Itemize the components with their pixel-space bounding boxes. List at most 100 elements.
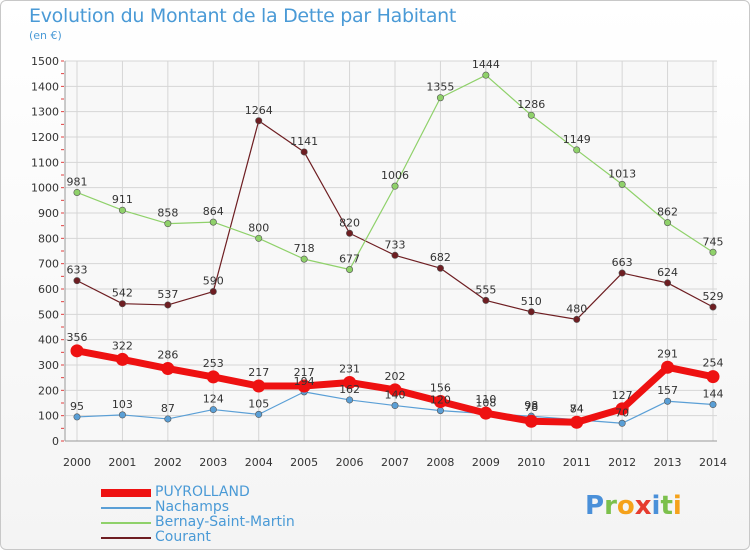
data-point xyxy=(479,406,493,420)
data-label: 120 xyxy=(430,394,451,407)
data-point xyxy=(618,419,626,427)
data-label: 733 xyxy=(385,238,406,251)
data-point xyxy=(706,370,720,384)
data-point xyxy=(482,71,490,79)
data-label: 110 xyxy=(475,393,496,406)
data-point xyxy=(524,414,538,428)
logo-letter: r xyxy=(604,491,617,521)
data-point xyxy=(300,255,308,263)
x-tick-label: 2002 xyxy=(154,456,182,469)
data-label: 84 xyxy=(570,403,584,416)
data-label: 800 xyxy=(248,221,269,234)
data-label: 981 xyxy=(67,175,88,188)
data-label: 356 xyxy=(67,331,88,344)
proxiti-logo: Proxiti xyxy=(585,491,682,521)
data-point xyxy=(664,397,672,405)
data-label: 194 xyxy=(294,375,315,388)
data-label: 124 xyxy=(203,393,224,406)
data-point xyxy=(618,180,626,188)
legend: PUYROLLAND Nachamps Bernay-Saint-Martin Cou… xyxy=(101,484,361,545)
data-label: 911 xyxy=(112,193,133,206)
legend-item: Nachamps xyxy=(101,499,361,515)
legend-item: Courant xyxy=(101,529,361,545)
data-label: 682 xyxy=(430,251,451,264)
data-point xyxy=(346,229,354,237)
data-label: 217 xyxy=(248,366,269,379)
data-label: 1013 xyxy=(608,167,636,180)
data-point xyxy=(570,415,584,429)
data-label: 74 xyxy=(570,402,584,415)
x-tick-label: 2007 xyxy=(381,456,409,469)
logo-letter: P xyxy=(585,491,605,521)
data-point xyxy=(482,296,490,304)
data-point xyxy=(709,248,717,256)
y-tick-label: 100 xyxy=(38,410,59,423)
data-point xyxy=(73,188,81,196)
data-point xyxy=(209,288,217,296)
data-point xyxy=(391,251,399,259)
data-label: 253 xyxy=(203,357,224,370)
data-point xyxy=(436,407,444,415)
x-tick-label: 2009 xyxy=(472,456,500,469)
data-label: 1141 xyxy=(290,135,318,148)
data-point xyxy=(527,308,535,316)
data-label-layer: 633 542 537 590 1264 1141 820 733 682 555 510 480 66… xyxy=(67,58,724,419)
data-label: 127 xyxy=(612,389,633,402)
data-point xyxy=(164,415,172,423)
data-point xyxy=(252,379,266,393)
y-tick-label: 900 xyxy=(38,207,59,220)
data-label: 1355 xyxy=(426,81,454,94)
data-label: 103 xyxy=(112,398,133,411)
data-point xyxy=(615,402,629,416)
data-label: 745 xyxy=(703,235,724,248)
logo-letter: x xyxy=(634,491,652,521)
y-tick-label: 700 xyxy=(38,258,59,271)
data-point xyxy=(573,315,581,323)
y-tick-label: 300 xyxy=(38,359,59,372)
data-point xyxy=(297,379,311,393)
legend-label: Nachamps xyxy=(155,499,230,515)
data-label: 95 xyxy=(70,400,84,413)
data-point xyxy=(664,219,672,227)
data-label: 1149 xyxy=(563,133,591,146)
x-tick-label: 2005 xyxy=(290,456,318,469)
data-label: 663 xyxy=(612,256,633,269)
data-point xyxy=(118,300,126,308)
data-label: 202 xyxy=(385,370,406,383)
y-tick-label: 1200 xyxy=(31,131,59,144)
data-label: 70 xyxy=(615,406,629,419)
data-point xyxy=(206,370,220,384)
data-point xyxy=(388,383,402,397)
logo-letter: t xyxy=(660,491,673,521)
logo-letter: i xyxy=(672,491,682,521)
data-label: 217 xyxy=(294,366,315,379)
data-point xyxy=(391,182,399,190)
data-label: 510 xyxy=(521,295,542,308)
data-label: 529 xyxy=(703,290,724,303)
data-label: 1006 xyxy=(381,169,409,182)
data-point xyxy=(573,146,581,154)
x-tick-label: 2011 xyxy=(563,456,591,469)
data-label: 590 xyxy=(203,275,224,288)
y-tick-label: 400 xyxy=(38,334,59,347)
data-point xyxy=(436,94,444,102)
data-label: 864 xyxy=(203,205,224,218)
legend-label: Bernay-Saint-Martin xyxy=(155,514,295,530)
chart-title: Evolution du Montant de la Dette par Hab… xyxy=(29,5,457,27)
data-label: 858 xyxy=(157,207,178,220)
x-tick-label: 2006 xyxy=(336,456,364,469)
series-layer xyxy=(70,71,720,429)
x-tick-label: 2001 xyxy=(108,456,136,469)
data-point xyxy=(709,303,717,311)
y-tick-label: 500 xyxy=(38,308,59,321)
data-point xyxy=(209,218,217,226)
x-tick-label: 2008 xyxy=(426,456,454,469)
legend-swatch xyxy=(101,537,151,539)
legend-item: Bernay-Saint-Martin xyxy=(101,514,361,530)
data-point xyxy=(70,344,84,358)
data-label: 105 xyxy=(248,397,269,410)
x-tick-label: 2000 xyxy=(63,456,91,469)
data-label: 108 xyxy=(475,397,496,410)
data-label: 78 xyxy=(524,401,538,414)
data-label: 677 xyxy=(339,252,360,265)
